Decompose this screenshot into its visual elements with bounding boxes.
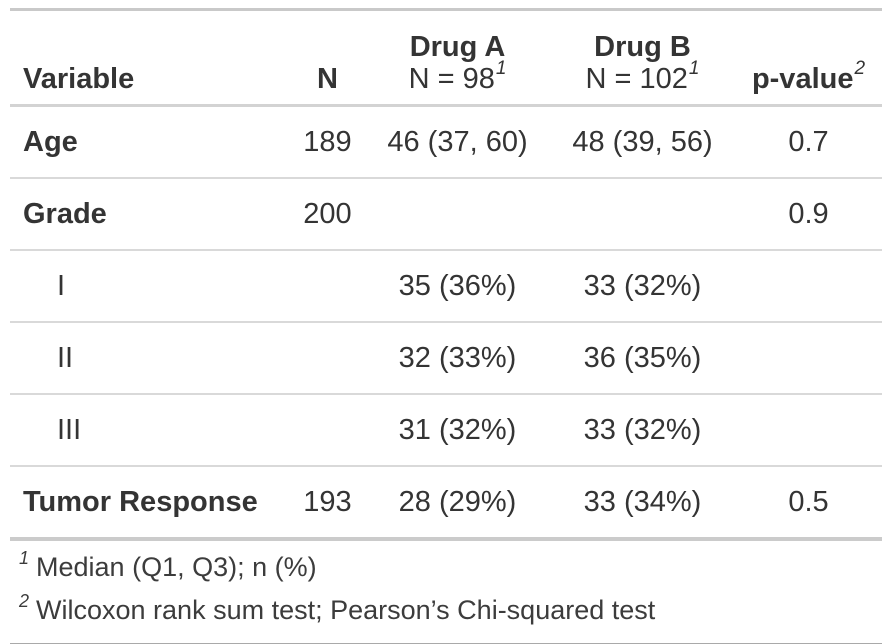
cell-drug-b: 33 (34%) <box>583 486 702 518</box>
column-header-drug-b-subtitle: N = 1021 <box>585 58 700 95</box>
cell-drug-b: 48 (39, 56) <box>572 126 713 158</box>
cell-drug-a <box>365 178 550 250</box>
cell-drug-b: 33 (32%) <box>583 270 702 302</box>
footnote-1-text: Median (Q1, Q3); n (%) <box>36 552 317 582</box>
cell-n <box>290 250 365 322</box>
cell-drug-a: 28 (29%) <box>398 486 517 518</box>
cell-n <box>290 322 365 394</box>
cell-p-value: 0.9 <box>788 198 829 230</box>
footnote-1: 1 Median (Q1, Q3); n (%) <box>10 545 882 588</box>
table-body: Age 189 46 (37, 60) 48 (39, 56) 0.7 Grad… <box>10 106 882 540</box>
cell-drug-a: 46 (37, 60) <box>387 126 528 158</box>
cell-drug-b: 36 (35%) <box>583 342 702 374</box>
footnote-2-text: Wilcoxon rank sum test; Pearson’s Chi-sq… <box>36 595 656 625</box>
cell-p-value: 0.7 <box>788 126 829 158</box>
header-row: Variable N Drug A N = 981 Drug B N = 102… <box>10 9 882 107</box>
row-label: Age <box>23 126 78 158</box>
table-row-age: Age 189 46 (37, 60) 48 (39, 56) 0.7 <box>10 106 882 178</box>
table-footnotes: 1 Median (Q1, Q3); n (%) 2 Wilcoxon rank s… <box>10 541 882 644</box>
column-header-variable: Variable <box>10 9 290 107</box>
column-header-drug-a-subtitle: N = 981 <box>408 58 507 95</box>
summary-table: Variable N Drug A N = 981 Drug B N = 102… <box>10 8 882 541</box>
footnote-mark-2: 2 <box>19 591 30 611</box>
cell-n: 193 <box>303 486 352 518</box>
cell-n: 200 <box>303 198 352 230</box>
row-label: II <box>57 342 74 374</box>
cell-n <box>290 394 365 466</box>
table-row-grade-3: III 31 (32%) 33 (32%) <box>10 394 882 466</box>
cell-drug-a: 32 (33%) <box>398 342 517 374</box>
row-label: III <box>57 414 82 446</box>
column-header-n: N <box>290 9 365 107</box>
footnote-mark-1: 1 <box>495 58 507 79</box>
cell-drug-b <box>550 178 735 250</box>
table-row-grade-1: I 35 (36%) 33 (32%) <box>10 250 882 322</box>
row-label: I <box>57 270 66 302</box>
footnote-mark-1: 1 <box>688 58 700 79</box>
table-header: Variable N Drug A N = 981 Drug B N = 102… <box>10 9 882 107</box>
footnote-2: 2 Wilcoxon rank sum test; Pearson’s Chi-s… <box>10 588 882 631</box>
column-header-variable-label: Variable <box>23 63 135 95</box>
column-header-p-value-label: p-value <box>751 63 854 95</box>
cell-n: 189 <box>303 126 352 158</box>
cell-drug-a: 31 (32%) <box>398 414 517 446</box>
column-header-drug-a: Drug A N = 981 <box>365 9 550 107</box>
table-row-grade: Grade 200 0.9 <box>10 178 882 250</box>
column-header-drug-b: Drug B N = 1021 <box>550 9 735 107</box>
column-header-drug-a-title: Drug A <box>409 31 506 63</box>
row-label: Tumor Response <box>23 486 258 518</box>
row-label: Grade <box>23 198 107 230</box>
cell-p-value <box>735 322 882 394</box>
cell-p-value <box>735 250 882 322</box>
cell-drug-a: 35 (36%) <box>398 270 517 302</box>
column-header-p-value: p-value2 <box>735 9 882 107</box>
cell-p-value <box>735 394 882 466</box>
table-row-tumor-response: Tumor Response 193 28 (29%) 33 (34%) 0.5 <box>10 466 882 539</box>
table-row-grade-2: II 32 (33%) 36 (35%) <box>10 322 882 394</box>
column-header-n-label: N <box>317 63 338 95</box>
footnote-mark-1: 1 <box>19 548 30 568</box>
cell-drug-b: 33 (32%) <box>583 414 702 446</box>
column-header-drug-b-title: Drug B <box>594 31 691 63</box>
cell-p-value: 0.5 <box>788 486 829 518</box>
footnote-mark-2: 2 <box>854 58 866 79</box>
